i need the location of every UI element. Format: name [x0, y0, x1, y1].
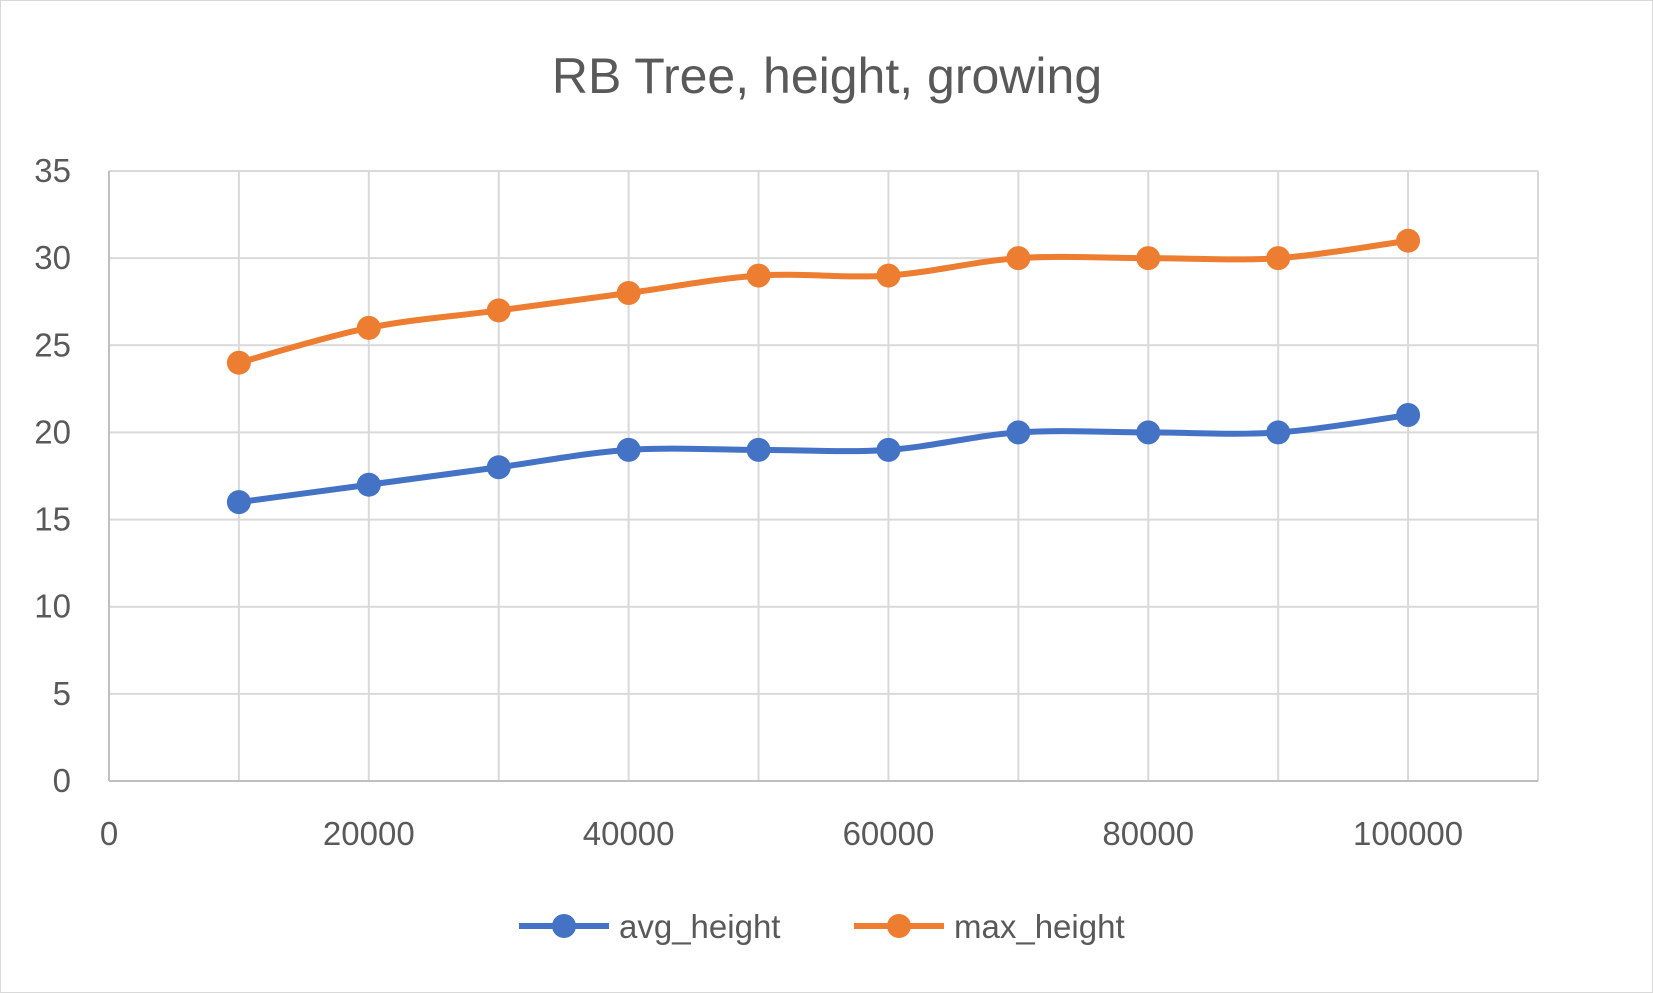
data-point-avg_height — [1136, 420, 1161, 445]
data-point-avg_height — [486, 455, 511, 480]
data-point-max_height — [486, 298, 511, 323]
series-layer — [226, 228, 1421, 515]
legend: avg_height max_height — [519, 908, 1125, 945]
data-point-max_height — [1136, 246, 1161, 271]
data-point-avg_height — [226, 490, 251, 515]
data-point-max_height — [876, 263, 901, 288]
series-line-avg_height — [235, 412, 1412, 506]
series-avg_height — [226, 403, 1421, 515]
legend-item-avg_height: avg_height — [519, 908, 780, 945]
y-tick-label: 0 — [53, 762, 71, 799]
data-point-max_height — [746, 263, 771, 288]
legend-label: max_height — [954, 908, 1125, 945]
data-point-avg_height — [876, 437, 901, 462]
series-max_height — [226, 228, 1421, 375]
data-point-avg_height — [1266, 420, 1291, 445]
chart-title: RB Tree, height, growing — [552, 48, 1102, 104]
x-tick-label: 40000 — [583, 815, 675, 852]
gridlines — [109, 170, 1539, 781]
axes: 0 5 10 15 20 25 30 35 0 20000 40000 60000 80000 10000… — [34, 152, 1538, 852]
y-tick-label: 30 — [34, 239, 71, 276]
data-point-max_height — [1006, 246, 1031, 271]
data-point-avg_height — [356, 472, 381, 497]
legend-swatch-marker — [887, 914, 911, 938]
y-tick-label: 20 — [34, 413, 71, 450]
x-tick-label: 0 — [100, 815, 118, 852]
data-point-max_height — [1396, 228, 1421, 253]
legend-item-max_height: max_height — [854, 908, 1125, 945]
data-point-avg_height — [616, 437, 641, 462]
legend-label: avg_height — [619, 908, 780, 945]
y-tick-label: 5 — [53, 675, 71, 712]
data-point-avg_height — [1006, 420, 1031, 445]
y-tick-label: 10 — [34, 588, 71, 625]
y-tick-label: 35 — [34, 152, 71, 189]
data-point-max_height — [616, 281, 641, 305]
y-tick-label: 25 — [34, 326, 71, 363]
data-point-avg_height — [746, 437, 771, 462]
x-tick-label: 60000 — [843, 815, 935, 852]
data-point-max_height — [1266, 246, 1291, 271]
legend-swatch-marker — [552, 914, 576, 938]
data-point-max_height — [356, 315, 381, 340]
data-point-avg_height — [1396, 403, 1421, 427]
x-tick-label: 20000 — [323, 815, 415, 852]
y-tick-label: 15 — [34, 501, 71, 538]
data-point-max_height — [226, 350, 251, 375]
x-tick-label: 100000 — [1353, 815, 1463, 852]
series-line-max_height — [235, 237, 1412, 366]
x-tick-label: 80000 — [1102, 815, 1194, 852]
